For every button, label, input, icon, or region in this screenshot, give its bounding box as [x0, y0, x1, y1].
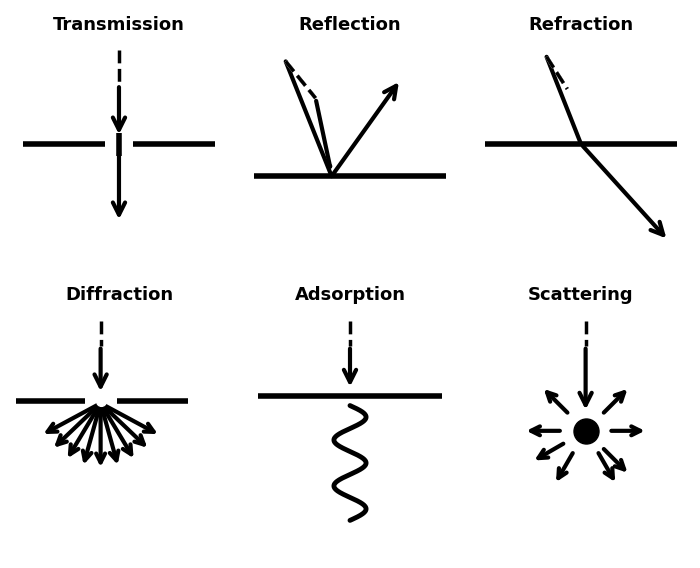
Title: Transmission: Transmission — [53, 16, 185, 34]
Title: Reflection: Reflection — [299, 16, 401, 34]
Title: Refraction: Refraction — [528, 16, 634, 34]
Title: Scattering: Scattering — [528, 286, 634, 304]
Title: Diffraction: Diffraction — [65, 286, 173, 304]
Title: Adsorption: Adsorption — [295, 286, 405, 304]
